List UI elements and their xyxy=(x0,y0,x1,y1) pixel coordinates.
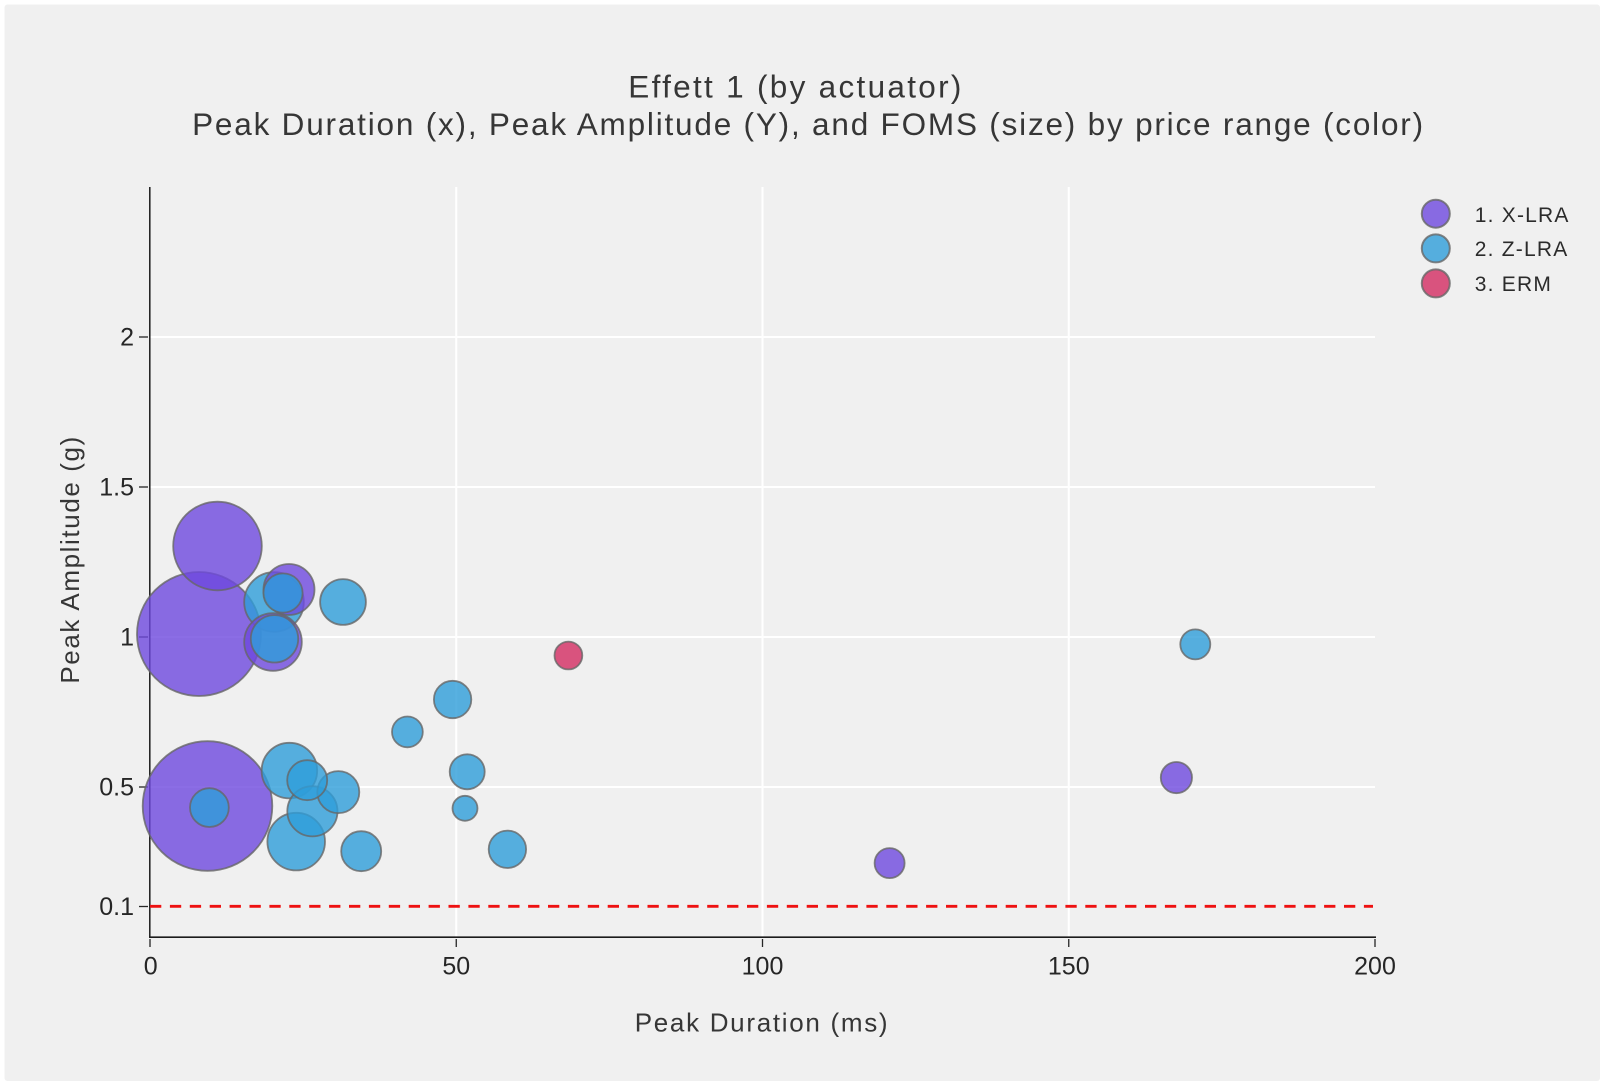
svg-text:2: 2 xyxy=(120,324,134,352)
svg-text:50: 50 xyxy=(442,953,470,981)
svg-text:100: 100 xyxy=(742,953,784,981)
svg-text:150: 150 xyxy=(1048,953,1090,981)
svg-text:1. X-LRA: 1. X-LRA xyxy=(1475,204,1570,227)
svg-text:Peak Amplitude (g): Peak Amplitude (g) xyxy=(55,435,85,683)
svg-text:200: 200 xyxy=(1354,953,1396,981)
svg-text:3. ERM: 3. ERM xyxy=(1475,273,1552,296)
svg-text:0.5: 0.5 xyxy=(99,774,134,802)
svg-text:2. Z-LRA: 2. Z-LRA xyxy=(1475,238,1569,261)
svg-text:1.5: 1.5 xyxy=(99,474,134,502)
svg-text:0: 0 xyxy=(144,953,158,981)
svg-text:Peak Duration (x), Peak Amplit: Peak Duration (x), Peak Amplitude (Y), a… xyxy=(192,106,1425,142)
svg-text:Effett 1 (by actuator): Effett 1 (by actuator) xyxy=(628,69,963,105)
svg-text:1: 1 xyxy=(120,624,134,652)
svg-text:0.1: 0.1 xyxy=(99,893,134,921)
svg-text:Peak Duration (ms): Peak Duration (ms) xyxy=(635,1008,890,1038)
